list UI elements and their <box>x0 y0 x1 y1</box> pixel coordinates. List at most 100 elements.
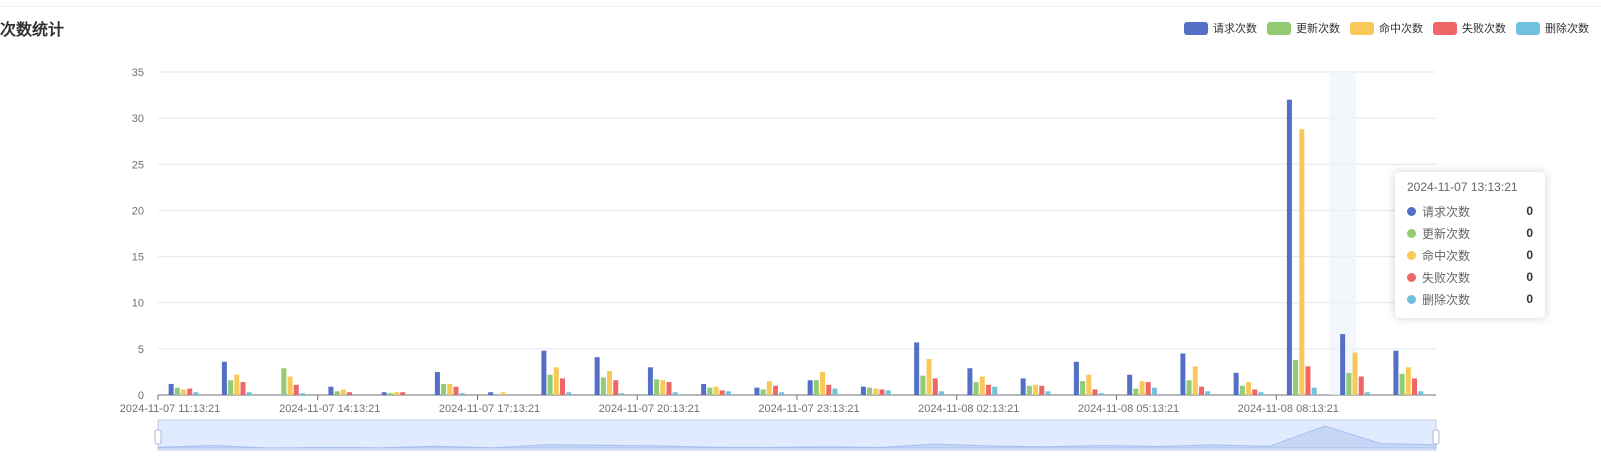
bar <box>707 387 713 395</box>
top-divider <box>0 6 1601 7</box>
legend-swatch <box>1350 21 1374 35</box>
zoom-handle-right[interactable] <box>1432 429 1440 445</box>
tooltip-value: 0 <box>1526 270 1533 284</box>
bar <box>334 391 340 395</box>
zoom-handle-left[interactable] <box>154 429 162 445</box>
bar <box>1418 391 1424 395</box>
bar <box>1133 388 1139 395</box>
bar <box>299 393 305 395</box>
tooltip-series-name: 命中次数 <box>1422 248 1471 263</box>
bar <box>938 391 944 395</box>
bar <box>560 378 565 395</box>
bar <box>973 382 979 395</box>
bar <box>826 384 832 395</box>
bar <box>647 367 653 395</box>
bar <box>500 392 506 395</box>
bar <box>234 374 240 395</box>
bar <box>1399 373 1405 395</box>
bar <box>400 392 406 395</box>
bar <box>1186 380 1192 395</box>
y-tick-label: 35 <box>132 67 144 79</box>
bar <box>1092 389 1098 395</box>
bar <box>873 388 879 395</box>
x-tick-label: 2024-11-07 17:13:21 <box>439 403 540 415</box>
bar <box>1252 389 1258 395</box>
bar <box>773 385 778 395</box>
zoom-preview-area <box>157 425 1437 449</box>
tooltip-series-name: 删除次数 <box>1422 292 1471 307</box>
bar <box>1080 381 1086 395</box>
data-zoom-slider[interactable] <box>154 419 1440 451</box>
tooltip-title: 2024-11-07 13:13:21 <box>1407 180 1518 194</box>
bar <box>566 392 572 395</box>
bar <box>660 380 666 395</box>
bar <box>547 374 553 395</box>
y-axis: 0 5 10 15 20 25 30 35 <box>132 67 144 402</box>
y-tick-label: 30 <box>132 113 144 125</box>
legend-label: 更新次数 <box>1296 23 1340 35</box>
tooltip-value: 0 <box>1526 226 1533 240</box>
bar <box>246 392 252 395</box>
bar <box>1020 378 1026 395</box>
bar <box>441 383 447 395</box>
bar <box>1127 374 1133 395</box>
legend-label: 失败次数 <box>1462 23 1506 35</box>
bar <box>1145 382 1151 395</box>
tooltip-row: 请求次数 0 <box>1407 200 1533 222</box>
bar <box>1340 334 1346 395</box>
bar <box>181 389 187 395</box>
bar <box>619 393 625 395</box>
legend-swatch <box>1433 21 1457 35</box>
bar <box>187 388 193 395</box>
bar <box>394 392 400 395</box>
tooltip-row: 更新次数 0 <box>1407 222 1533 244</box>
tooltip-row: 命中次数 0 <box>1407 244 1533 266</box>
bar <box>1346 372 1352 395</box>
bar <box>666 382 672 395</box>
bar <box>281 368 287 395</box>
bar <box>1405 367 1411 395</box>
legend-label: 请求次数 <box>1213 23 1257 35</box>
bar <box>607 371 613 395</box>
legend-swatch <box>1516 21 1540 35</box>
bar <box>453 386 459 395</box>
bar <box>820 371 826 395</box>
bar <box>1311 387 1317 395</box>
bar <box>1246 382 1252 395</box>
bar <box>1098 393 1104 395</box>
x-tick-label: 2024-11-07 23:13:21 <box>758 403 859 415</box>
legend-item-updates[interactable]: 更新次数 <box>1267 20 1340 36</box>
bar <box>434 371 440 395</box>
x-tick-label: 2024-11-08 08:13:21 <box>1238 403 1339 415</box>
bar <box>1205 391 1211 395</box>
bar <box>1151 387 1157 395</box>
legend-swatch <box>1267 21 1291 35</box>
bar <box>979 376 985 395</box>
legend-item-deletes[interactable]: 删除次数 <box>1516 20 1589 36</box>
bar <box>340 389 346 395</box>
bar <box>860 386 866 395</box>
bar <box>1139 381 1145 395</box>
bar <box>719 390 725 395</box>
legend-item-requests[interactable]: 请求次数 <box>1184 20 1257 36</box>
bar <box>447 383 453 395</box>
bar <box>1199 386 1204 395</box>
y-tick-label: 15 <box>132 252 144 264</box>
chart-tooltip: 2024-11-07 13:13:21 请求次数 0 更新次数 0 命中次数 0… <box>1395 172 1545 318</box>
legend-swatch <box>1184 21 1208 35</box>
bar <box>1286 99 1292 395</box>
bar <box>885 390 891 395</box>
bar <box>488 392 494 395</box>
bar <box>541 350 547 395</box>
x-tick-label: 2024-11-07 14:13:21 <box>279 403 380 415</box>
bar <box>713 386 719 395</box>
bar <box>986 384 991 395</box>
bar <box>725 391 731 395</box>
chart-legend: 请求次数 更新次数 命中次数 失败次数 删除次数 <box>1184 20 1589 36</box>
bar <box>347 392 352 395</box>
bar <box>1233 372 1239 395</box>
legend-item-hits[interactable]: 命中次数 <box>1350 20 1423 36</box>
tooltip-row: 失败次数 0 <box>1407 266 1533 288</box>
legend-item-failures[interactable]: 失败次数 <box>1433 20 1506 36</box>
y-tick-label: 10 <box>132 298 144 310</box>
